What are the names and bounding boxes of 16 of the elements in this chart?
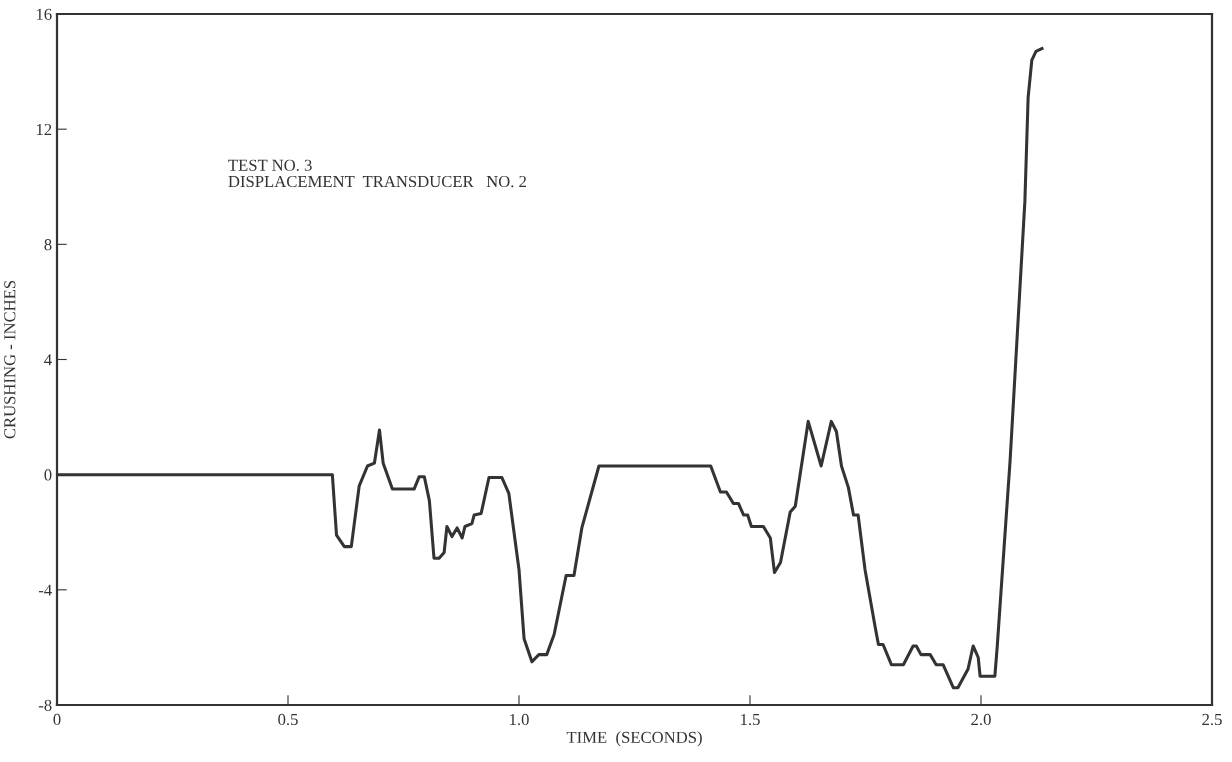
x-axis-title: TIME (SECONDS): [566, 731, 702, 747]
y-tick-label: 12: [36, 123, 52, 135]
x-tick-label: 0.5: [278, 713, 298, 726]
x-tick-label: 2.0: [971, 713, 991, 726]
y-tick-label: 8: [44, 239, 52, 251]
y-axis-title: CRUSHING - INCHES: [4, 280, 16, 439]
y-tick-label: 16: [36, 8, 52, 20]
y-tick-label: -4: [38, 584, 52, 596]
x-tick-label: 1.0: [510, 713, 529, 726]
x-tick-label: 1.5: [741, 713, 760, 726]
annotation: TEST NO. 3 DISPLACEMENT TRANSDUCER NO. 2: [228, 159, 526, 188]
y-tick-label: 0: [44, 469, 52, 481]
y-tick-label: -8: [38, 699, 52, 711]
x-tick-label: 0: [53, 713, 61, 726]
y-tick-label: 4: [44, 354, 52, 366]
x-tick-label: 2.5: [1202, 713, 1222, 726]
